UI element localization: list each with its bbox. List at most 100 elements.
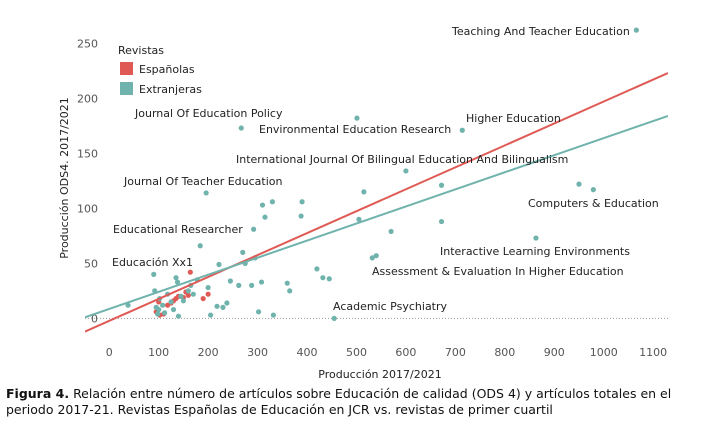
annotation: Journal Of Teacher Education xyxy=(123,175,283,188)
x-tick-label: 100 xyxy=(148,346,169,359)
annotation: Educación Xx1 xyxy=(112,256,193,269)
point xyxy=(533,235,539,241)
point xyxy=(190,291,196,297)
point xyxy=(249,282,255,288)
point xyxy=(203,190,209,196)
point xyxy=(287,288,293,294)
annotation: Environmental Education Research xyxy=(259,123,451,136)
y-tick-label: 50 xyxy=(84,257,98,270)
x-tick-label: 500 xyxy=(346,346,367,359)
point xyxy=(227,278,233,284)
annotation: Academic Psychiatry xyxy=(333,300,448,313)
legend-swatch xyxy=(120,82,133,95)
x-tick-label: 1000 xyxy=(590,346,618,359)
annotation: International Journal Of Bilingual Educa… xyxy=(236,153,568,166)
point xyxy=(326,276,332,282)
caption-label: Figura 4. xyxy=(6,386,70,401)
point xyxy=(258,279,265,285)
point xyxy=(373,253,379,259)
point xyxy=(262,214,268,220)
x-tick-label: 0 xyxy=(106,346,113,359)
point xyxy=(255,309,262,315)
point xyxy=(240,249,246,255)
point xyxy=(438,182,445,188)
point xyxy=(160,302,166,308)
point xyxy=(216,261,222,268)
point xyxy=(299,199,305,205)
point xyxy=(205,291,211,297)
x-tick-label: 200 xyxy=(198,346,219,359)
y-axis-title: Producción ODS4. 2017/2021 xyxy=(58,97,71,259)
caption-text: Relación entre número de artículos sobre… xyxy=(6,386,672,417)
x-axis-title: Producción 2017/2021 xyxy=(318,368,441,381)
point xyxy=(238,125,244,131)
x-tick-label: 700 xyxy=(445,346,466,359)
point xyxy=(200,295,206,302)
point xyxy=(205,284,211,291)
point xyxy=(314,266,320,272)
point xyxy=(197,243,203,249)
point xyxy=(633,27,639,33)
point xyxy=(251,226,257,232)
point xyxy=(236,282,242,288)
point xyxy=(180,298,187,304)
point xyxy=(187,269,193,275)
y-tick-label: 200 xyxy=(77,92,98,105)
point xyxy=(224,300,230,306)
point xyxy=(388,228,394,235)
chart: Producción 2017/2021 Producción ODS4. 20… xyxy=(58,25,668,381)
point xyxy=(178,293,184,299)
point xyxy=(220,304,226,310)
point xyxy=(369,255,375,261)
point xyxy=(174,279,181,285)
point xyxy=(403,168,409,174)
fit-line xyxy=(85,72,668,333)
point xyxy=(354,115,360,121)
annotation: Higher Education xyxy=(466,112,561,125)
point xyxy=(214,303,220,309)
point xyxy=(298,213,304,219)
x-tick-label: 400 xyxy=(297,346,318,359)
point xyxy=(162,310,168,316)
y-tick-label: 100 xyxy=(77,202,98,215)
legend-label: Españolas xyxy=(139,63,195,76)
point xyxy=(576,181,582,187)
point xyxy=(185,288,191,294)
point xyxy=(361,189,367,195)
annotation: Journal Of Education Policy xyxy=(134,107,283,120)
point xyxy=(459,127,465,133)
point xyxy=(269,199,276,205)
y-tick-label: 250 xyxy=(77,37,98,50)
legend-label: Extranjeras xyxy=(139,83,202,96)
legend-swatch xyxy=(120,62,133,75)
annotation: Computers & Education xyxy=(528,197,659,210)
point xyxy=(438,218,445,225)
point xyxy=(331,315,337,321)
y-tick-label: 150 xyxy=(77,147,98,160)
annotation: Assessment & Evaluation In Higher Educat… xyxy=(372,265,624,278)
annotation: Interactive Learning Environments xyxy=(440,245,630,258)
point xyxy=(356,216,362,222)
point xyxy=(156,306,162,313)
point xyxy=(284,280,290,286)
point xyxy=(590,187,596,193)
point xyxy=(173,275,179,281)
fit-line xyxy=(85,114,668,319)
point xyxy=(168,299,174,305)
legend-title: Revistas xyxy=(118,44,164,57)
point xyxy=(185,292,191,298)
point xyxy=(320,275,326,281)
x-tick-label: 600 xyxy=(395,346,416,359)
point xyxy=(259,202,266,208)
point xyxy=(207,312,214,318)
x-tick-label: 800 xyxy=(494,346,515,359)
x-tick-label: 1100 xyxy=(639,346,667,359)
annotation: Educational Researcher xyxy=(113,223,243,236)
point xyxy=(170,306,177,313)
x-tick-label: 300 xyxy=(247,346,268,359)
annotation: Teaching And Teacher Education xyxy=(451,25,630,38)
point xyxy=(155,311,161,317)
caption: Figura 4. Relación entre número de artíc… xyxy=(6,386,722,418)
point xyxy=(270,312,276,318)
